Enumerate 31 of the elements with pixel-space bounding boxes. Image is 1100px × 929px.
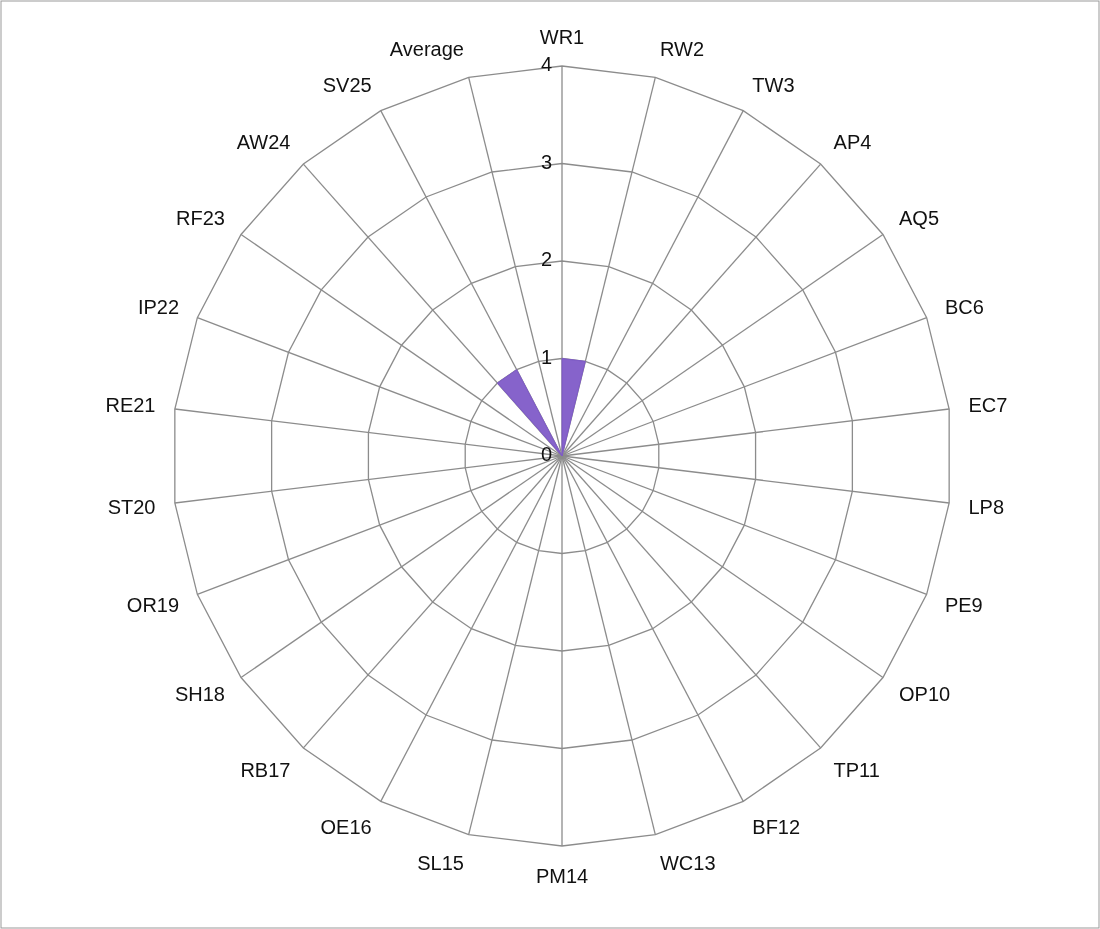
spoke-label: TP11 [833, 759, 880, 781]
spoke-label: SV25 [322, 73, 372, 96]
spoke-label: SH18 [174, 683, 225, 706]
y-tick-label: 2 [540, 248, 552, 271]
spoke-label: ST20 [107, 495, 156, 518]
spoke-label: EC7 [968, 394, 1008, 417]
spoke-label: RB17 [240, 759, 291, 781]
spoke-label: TW3 [752, 73, 795, 96]
spoke-label: PM14 [535, 864, 589, 887]
spoke-label: BF12 [752, 816, 801, 839]
spoke-label: OP10 [899, 683, 951, 706]
spoke-label: WR1 [539, 25, 585, 48]
spoke-label: IP22 [137, 296, 180, 319]
spoke-label: BC6 [944, 296, 984, 319]
spoke-label: RW2 [660, 37, 705, 60]
spoke-label: SL15 [417, 852, 464, 875]
spoke-label: RE21 [105, 394, 156, 417]
spoke-label: OE16 [320, 816, 372, 839]
spoke-label: OR19 [126, 593, 180, 616]
y-tick-label: 1 [540, 345, 552, 368]
y-tick-label: 4 [540, 53, 552, 76]
spoke-label: LP8 [968, 495, 1005, 518]
spoke-label: AW24 [236, 131, 291, 153]
spoke-label: RF23 [176, 206, 225, 229]
y-tick-label: 0 [540, 443, 552, 466]
spoke-label: Average [389, 37, 464, 60]
spoke-label: AQ5 [899, 206, 940, 229]
spoke-label: PE9 [944, 593, 983, 616]
spoke-label: AP4 [833, 131, 872, 153]
spoke-label: WC13 [660, 852, 716, 875]
y-tick-label: 3 [540, 150, 552, 173]
